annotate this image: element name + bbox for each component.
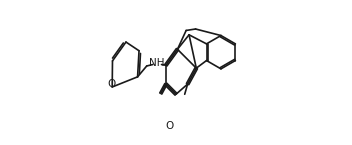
Text: O: O bbox=[165, 121, 174, 131]
Text: NH: NH bbox=[149, 58, 164, 68]
Text: O: O bbox=[107, 79, 115, 89]
